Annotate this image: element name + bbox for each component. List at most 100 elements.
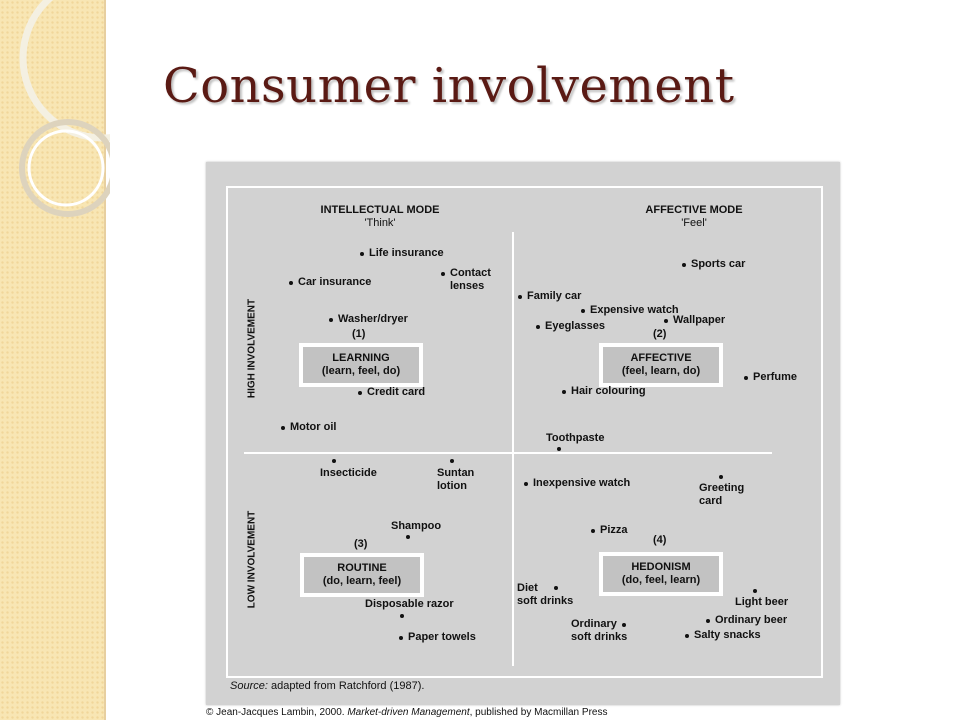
item-insecticide: Insecticide [320,467,377,479]
item-ordinary-soft-drinks-line1: Ordinary [571,618,617,630]
item-ordinary-beer: Ordinary beer [715,614,788,626]
item-sports-car: Sports car [691,258,746,270]
slide-title: Consumer involvement [163,58,735,114]
grid-frame [226,186,823,678]
intellectual-mode-heading: INTELLECTUAL MODE 'Think' [321,204,440,230]
involvement-grid-panel: INTELLECTUAL MODE 'Think' AFFECTIVE MODE… [206,162,840,705]
item-dot [358,391,362,395]
quadrant-1-number: (1) [352,328,366,340]
quadrant-learning-name: LEARNING [332,352,390,364]
copyright-suffix: , published by Macmillan Press [469,707,608,718]
item-ordinary-soft-drinks-line2: soft drinks [571,631,628,643]
item-diet-soft-drinks: Diet soft drinks [517,582,573,608]
item-suntan-lotion: Suntan lotion [437,467,474,493]
item-diet-soft-drinks-line1: Diet [517,582,538,594]
item-diet-soft-drinks-line2: soft drinks [517,595,574,607]
item-light-beer: Light beer [735,596,789,608]
item-dot [753,589,757,593]
item-dot [562,390,566,394]
item-dot [518,295,522,299]
affective-mode-heading: AFFECTIVE MODE 'Feel' [645,204,742,230]
source-text: adapted from Ratchford (1987). [267,680,425,692]
item-hair-colouring: Hair colouring [571,385,646,397]
item-dot [524,482,528,486]
item-salty-snacks: Salty snacks [694,629,761,641]
intellectual-mode-name: INTELLECTUAL MODE [320,204,440,216]
item-dot [329,318,333,322]
quadrant-2-number: (2) [653,328,667,340]
item-paper-towels: Paper towels [408,631,476,643]
item-dot [554,586,558,590]
item-perfume: Perfume [753,371,798,383]
item-dot [744,376,748,380]
item-dot [441,272,445,276]
quadrant-learning-box: LEARNING (learn, feel, do) [299,343,423,387]
affective-mode-name: AFFECTIVE MODE [645,204,743,216]
item-suntan-lotion-line1: Suntan [437,467,475,479]
item-greeting-card: Greeting card [699,482,744,508]
item-dot [581,309,585,313]
item-dot [719,475,723,479]
item-suntan-lotion-line2: lotion [437,480,467,492]
item-dot [400,614,404,618]
horizontal-axis [244,452,772,454]
item-washer-dryer: Washer/dryer [338,313,408,325]
item-shampoo: Shampoo [391,520,442,532]
item-dot [706,619,710,623]
quadrant-learning-sequence: (learn, feel, do) [321,365,401,377]
decorative-circles-icon [19,0,110,217]
quadrant-hedonism-sequence: (do, feel, learn) [621,574,701,586]
item-dot [682,263,686,267]
item-expensive-watch: Expensive watch [590,304,679,316]
item-family-car: Family car [527,290,582,302]
copyright-note: © Jean-Jacques Lambin, 2000. Market-driv… [206,707,607,718]
item-life-insurance: Life insurance [369,247,444,259]
item-eyeglasses: Eyeglasses [545,320,605,332]
item-ordinary-soft-drinks: Ordinary soft drinks [571,618,627,644]
quadrant-hedonism-name: HEDONISM [631,561,691,573]
source-note: Source: adapted from Ratchford (1987). [230,680,424,692]
item-dot [664,319,668,323]
item-dot [406,535,410,539]
item-dot [332,459,336,463]
source-label: Source: [230,680,268,692]
item-dot [622,623,626,627]
item-contact-lenses-line1: Contact [450,267,491,279]
item-wallpaper: Wallpaper [673,314,726,326]
item-greeting-card-line1: Greeting [699,482,745,494]
item-toothpaste: Toothpaste [546,432,605,444]
item-dot [557,447,561,451]
item-dot [281,426,285,430]
quadrant-affective-box: AFFECTIVE (feel, learn, do) [599,343,723,387]
item-dot [360,252,364,256]
item-pizza: Pizza [600,524,628,536]
item-greeting-card-line2: card [699,495,723,507]
quadrant-affective-sequence: (feel, learn, do) [621,365,701,377]
item-inexpensive-watch: Inexpensive watch [533,477,631,489]
copyright-book: Market-driven Management [347,707,470,718]
item-credit-card: Credit card [367,386,426,398]
quadrant-affective-name: AFFECTIVE [630,352,692,364]
item-dot [536,325,540,329]
quadrant-routine-sequence: (do, learn, feel) [322,575,402,587]
item-dot [450,459,454,463]
item-dot [685,634,689,638]
item-disposable-razor: Disposable razor [365,598,454,610]
quadrant-routine-name: ROUTINE [337,562,387,574]
copyright-prefix: © Jean-Jacques Lambin, 2000. [206,707,348,718]
item-dot [591,529,595,533]
quadrant-4-number: (4) [653,534,667,546]
item-car-insurance: Car insurance [298,276,372,288]
quadrant-3-number: (3) [354,538,368,550]
item-contact-lenses-line2: lenses [450,280,485,292]
item-motor-oil: Motor oil [290,421,337,433]
quadrant-routine-box: ROUTINE (do, learn, feel) [300,553,424,597]
low-involvement-label: LOW INVOLVEMENT [246,510,258,609]
intellectual-mode-sub: 'Think' [364,217,396,229]
affective-mode-sub: 'Feel' [681,217,707,229]
item-dot [289,281,293,285]
item-contact-lenses: Contact lenses [450,267,491,293]
vertical-axis [512,232,514,666]
high-involvement-label: HIGH INVOLVEMENT [246,298,258,399]
item-dot [399,636,403,640]
